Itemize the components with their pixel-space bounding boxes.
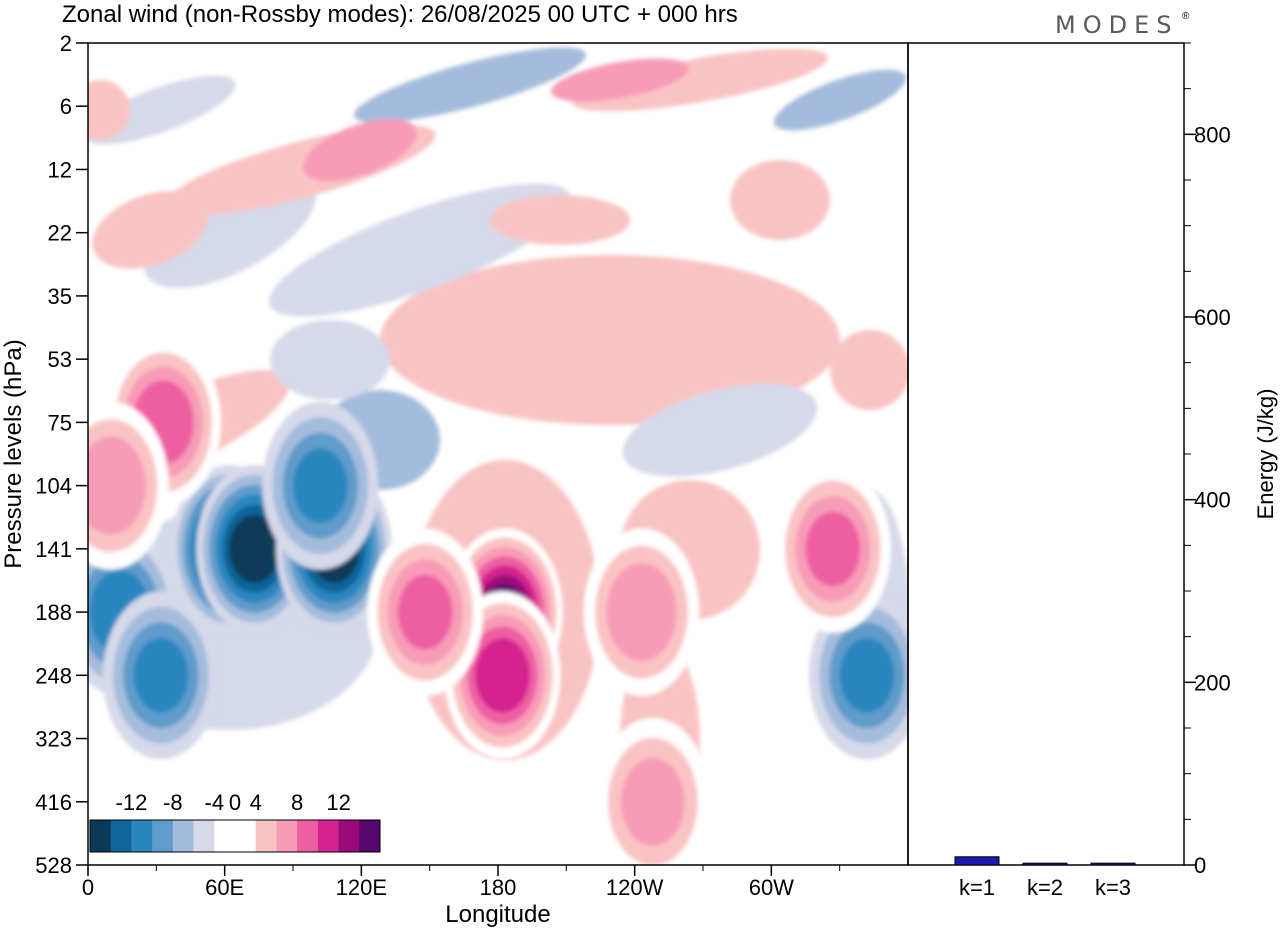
energy-category-label: k=1 [959, 875, 995, 900]
y-tick-label: 528 [35, 853, 72, 878]
x-tick-label: 120E [336, 875, 387, 900]
y-tick-label: 12 [48, 157, 72, 182]
y-tick-label: 416 [35, 790, 72, 815]
colorbar-label: 12 [326, 790, 350, 815]
y-tick-label: 53 [48, 347, 72, 372]
colorbar-swatch [276, 820, 298, 852]
colorbar-swatch [338, 820, 360, 852]
energy-bar-chart: 0 200 400 600 800 k=1 k=2 k=3 [954, 42, 1231, 900]
x-axis-label: Longitude [445, 901, 550, 928]
wind-feature [809, 591, 908, 760]
chart-title: Zonal wind (non-Rossby modes): 26/08/202… [62, 1, 738, 28]
y-axis: 2 6 12 22 35 53 75 104 141 188 248 323 416 528 [35, 31, 88, 878]
energy-tick-label: 0 [1194, 853, 1206, 878]
y-tick-label: 248 [35, 663, 72, 688]
colorbar-label: -8 [163, 790, 183, 815]
wind-feature [594, 717, 711, 865]
wind-feature [102, 591, 219, 760]
energy-bar [1022, 862, 1068, 866]
energy-category-label: k=2 [1027, 875, 1063, 900]
wind-feature [367, 528, 484, 697]
colorbar-label: -12 [116, 790, 148, 815]
wind-feature [262, 401, 379, 570]
colorbar-swatch [172, 820, 194, 852]
colorbar-label: 4 [250, 790, 262, 815]
energy-tick-label: 400 [1194, 488, 1231, 513]
x-tick-label: 60E [205, 875, 244, 900]
y-tick-label: 35 [48, 284, 72, 309]
colorbar-swatch [317, 820, 339, 852]
colorbar-swatch [152, 820, 174, 852]
wind-feature [88, 401, 169, 570]
modes-logo: MODES [1055, 11, 1178, 39]
y-tick-label: 188 [35, 600, 72, 625]
wind-features [88, 338, 908, 865]
colorbar-swatch [90, 820, 112, 852]
y-tick-label: 22 [48, 221, 72, 246]
colorbar-swatch [214, 820, 236, 852]
registered-mark: ® [1182, 11, 1190, 22]
colorbar: -12 -8 -4 0 4 8 12 [89, 790, 381, 853]
colorbar-swatch [131, 820, 153, 852]
colorbar-swatch [235, 820, 257, 852]
colorbar-swatch [297, 820, 319, 852]
x-tick-label: 0 [82, 875, 94, 900]
colorbar-label: 0 [229, 790, 241, 815]
y-tick-label: 104 [35, 474, 72, 499]
energy-category-label: k=3 [1095, 875, 1131, 900]
y-tick-label: 6 [60, 94, 72, 119]
x-tick-label: 120W [606, 875, 664, 900]
wind-feature [774, 464, 891, 633]
energy-tick-label: 600 [1194, 305, 1231, 330]
wind-feature [583, 528, 700, 697]
x-tick-label: 60W [749, 875, 794, 900]
colorbar-swatch [193, 820, 215, 852]
colorbar-swatch [359, 820, 381, 852]
colorbar-swatch [110, 820, 132, 852]
y-tick-label: 323 [35, 727, 72, 752]
energy-bar [954, 856, 1000, 866]
energy-tick-label: 800 [1194, 122, 1231, 147]
zonal-wind-field [88, 43, 908, 865]
y-tick-label: 75 [48, 410, 72, 435]
x-axis: 0 60E 120E 180 120W 60W [82, 865, 841, 900]
y-tick-label: 2 [60, 31, 72, 56]
energy-panel-frame [907, 42, 1185, 866]
x-tick-label: 180 [480, 875, 517, 900]
colorbar-swatch [255, 820, 277, 852]
y-tick-label: 141 [35, 537, 72, 562]
energy-bar [1090, 862, 1136, 866]
colorbar-frame [89, 819, 381, 853]
colorbar-label: 8 [291, 790, 303, 815]
colorbar-label: -4 [205, 790, 225, 815]
energy-tick-label: 200 [1194, 670, 1231, 695]
energy-axis-label: Energy (J/kg) [1253, 389, 1278, 520]
y-axis-label: Pressure levels (hPa) [0, 339, 27, 568]
